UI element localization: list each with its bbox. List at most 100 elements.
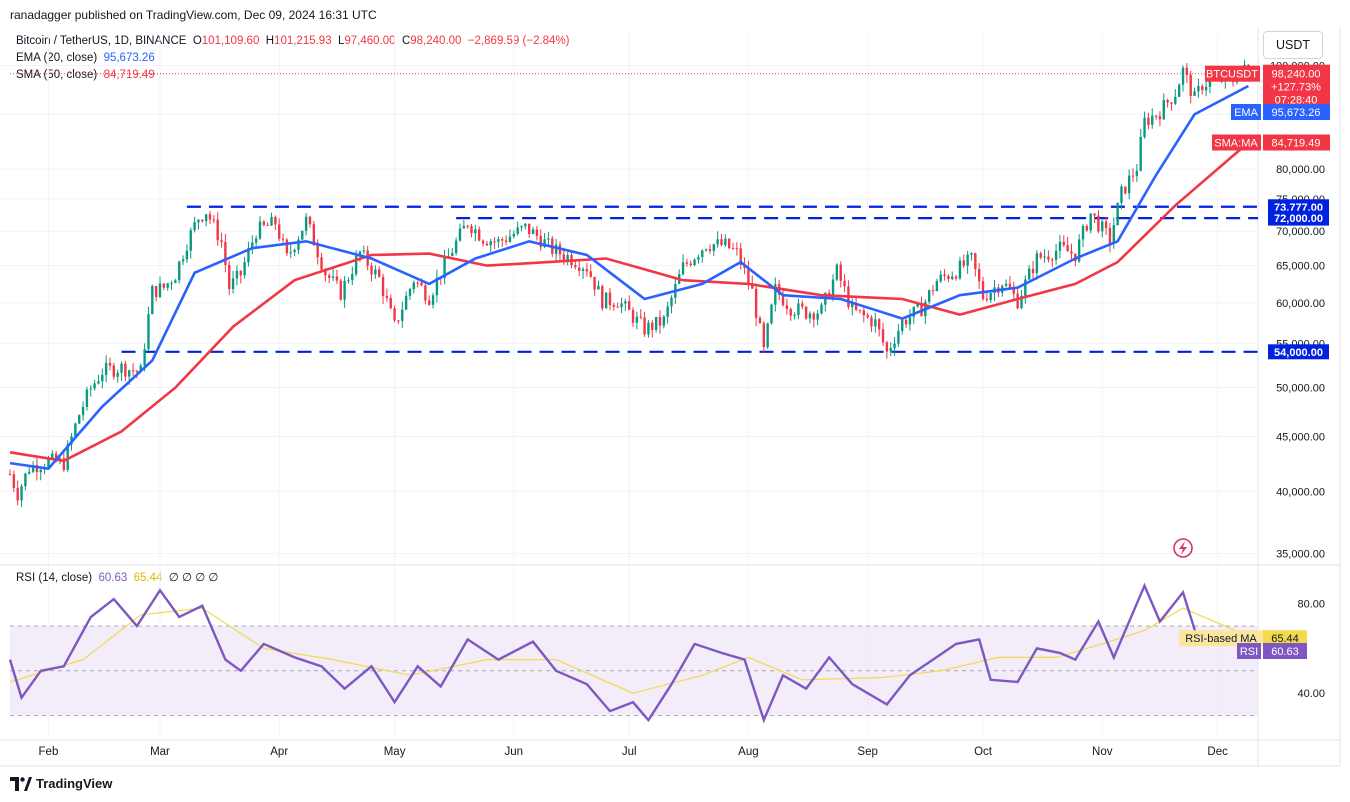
candle-body (454, 240, 458, 253)
level-price-label (1268, 199, 1329, 215)
candle-body (458, 228, 462, 241)
candle-body (335, 276, 339, 281)
close-value: 98,240.00 (410, 35, 462, 47)
candle-body (601, 285, 604, 309)
candle-body (1204, 86, 1208, 91)
candle-body (939, 274, 942, 282)
rsi-empty-values: ∅ ∅ ∅ ∅ (168, 572, 219, 584)
candle-body (1170, 102, 1173, 104)
candle-body (408, 289, 412, 296)
time-tick-label: Jul (622, 746, 637, 758)
candle-body (358, 251, 362, 256)
time-tick-label: Sep (857, 746, 877, 758)
rsi-legend-label: RSI (14, close) (16, 572, 93, 584)
candle-body (589, 271, 592, 277)
candle-body (128, 370, 131, 377)
currency-button[interactable]: USDT (1263, 31, 1323, 59)
candle-body (1124, 186, 1127, 194)
candle-body (639, 316, 642, 318)
candle-body (135, 370, 139, 372)
candle-body (528, 223, 531, 235)
candle-body (1166, 100, 1169, 103)
candle-body (951, 276, 954, 280)
candle-body (1193, 91, 1196, 96)
candle-body (793, 314, 796, 316)
candle-body (554, 244, 558, 254)
candle-body (704, 249, 708, 251)
candle-body (1027, 268, 1031, 280)
candle-body (143, 349, 146, 366)
sma-value: 84,719.49 (1272, 138, 1321, 150)
sma-value-tag (1263, 134, 1330, 151)
candle-body (735, 248, 739, 250)
ema-name-tag (1231, 103, 1261, 120)
candle-body (697, 256, 700, 260)
candle-body (139, 365, 142, 372)
candle-body (758, 317, 762, 324)
candle-body (1062, 241, 1065, 246)
bar-countdown: 07:28:40 (1275, 95, 1318, 107)
candle-body (889, 348, 892, 352)
candle-body (1097, 215, 1100, 232)
candle-body (504, 240, 508, 242)
sma-name: SMA:MA (1214, 138, 1258, 150)
candle-body (151, 286, 154, 315)
candle-body (1151, 115, 1154, 125)
candle-body (312, 224, 316, 246)
candle-body (1189, 74, 1192, 96)
candle-body (112, 365, 116, 377)
candle-body (820, 304, 823, 314)
candle-body (420, 282, 423, 286)
candle-body (789, 309, 792, 316)
candle-body (154, 286, 158, 297)
ema-20-line (9, 84, 1250, 470)
price-tick-label: 40,000.00 (1276, 486, 1325, 498)
candle-body (54, 453, 58, 462)
rsi-tick-label: 80.00 (1297, 599, 1325, 611)
candle-body (493, 241, 496, 243)
candle-body (424, 285, 427, 301)
candle-body (181, 259, 185, 262)
candle-body (681, 262, 685, 275)
candle-body (574, 265, 577, 268)
rsi-ma-value-tag (1263, 630, 1307, 647)
price-tick-label: 45,000.00 (1276, 432, 1325, 444)
bolt-icon[interactable] (1173, 538, 1193, 558)
candle-body (1039, 253, 1042, 258)
candle-body (393, 308, 396, 321)
time-tick-label: Oct (974, 746, 993, 758)
candle-body (962, 260, 965, 266)
candle-body (47, 458, 50, 468)
rsi-legend[interactable]: RSI (14, close) 60.63 65.44 ∅ ∅ ∅ ∅ (16, 570, 218, 584)
candle-body (508, 236, 512, 242)
candle-body (531, 229, 535, 235)
candle-body (835, 264, 839, 280)
candle-body (389, 297, 392, 309)
candle-body (120, 363, 123, 373)
candle-body (751, 283, 754, 289)
candle-body (1162, 100, 1165, 120)
candle-body (581, 269, 585, 271)
candle-body (970, 253, 973, 255)
candle-body (385, 296, 389, 298)
sma-legend[interactable]: SMA (50, close) 84,719.49 (16, 69, 155, 81)
ema-legend[interactable]: EMA (20, close) 95,673.26 (16, 52, 155, 64)
candle-body (901, 319, 904, 331)
candle-body (412, 282, 416, 290)
symbol-title[interactable]: Bitcoin / TetherUS, 1D, BINANCE (16, 35, 187, 47)
candle-body (189, 230, 192, 251)
brand-logo[interactable]: TradingView (10, 776, 112, 791)
symbol-legend: Bitcoin / TetherUS, 1D, BINANCE O101,109… (16, 35, 570, 47)
candle-body (193, 222, 196, 231)
level-price-text: 54,000.00 (1274, 347, 1323, 359)
candle-body (158, 283, 162, 297)
time-tick-label: Aug (738, 746, 758, 758)
candle-body (785, 305, 789, 310)
candle-body (1104, 221, 1108, 228)
candle-body (624, 301, 627, 304)
candle-body (401, 309, 404, 322)
candle-body (354, 255, 358, 275)
candle-body (51, 453, 54, 459)
